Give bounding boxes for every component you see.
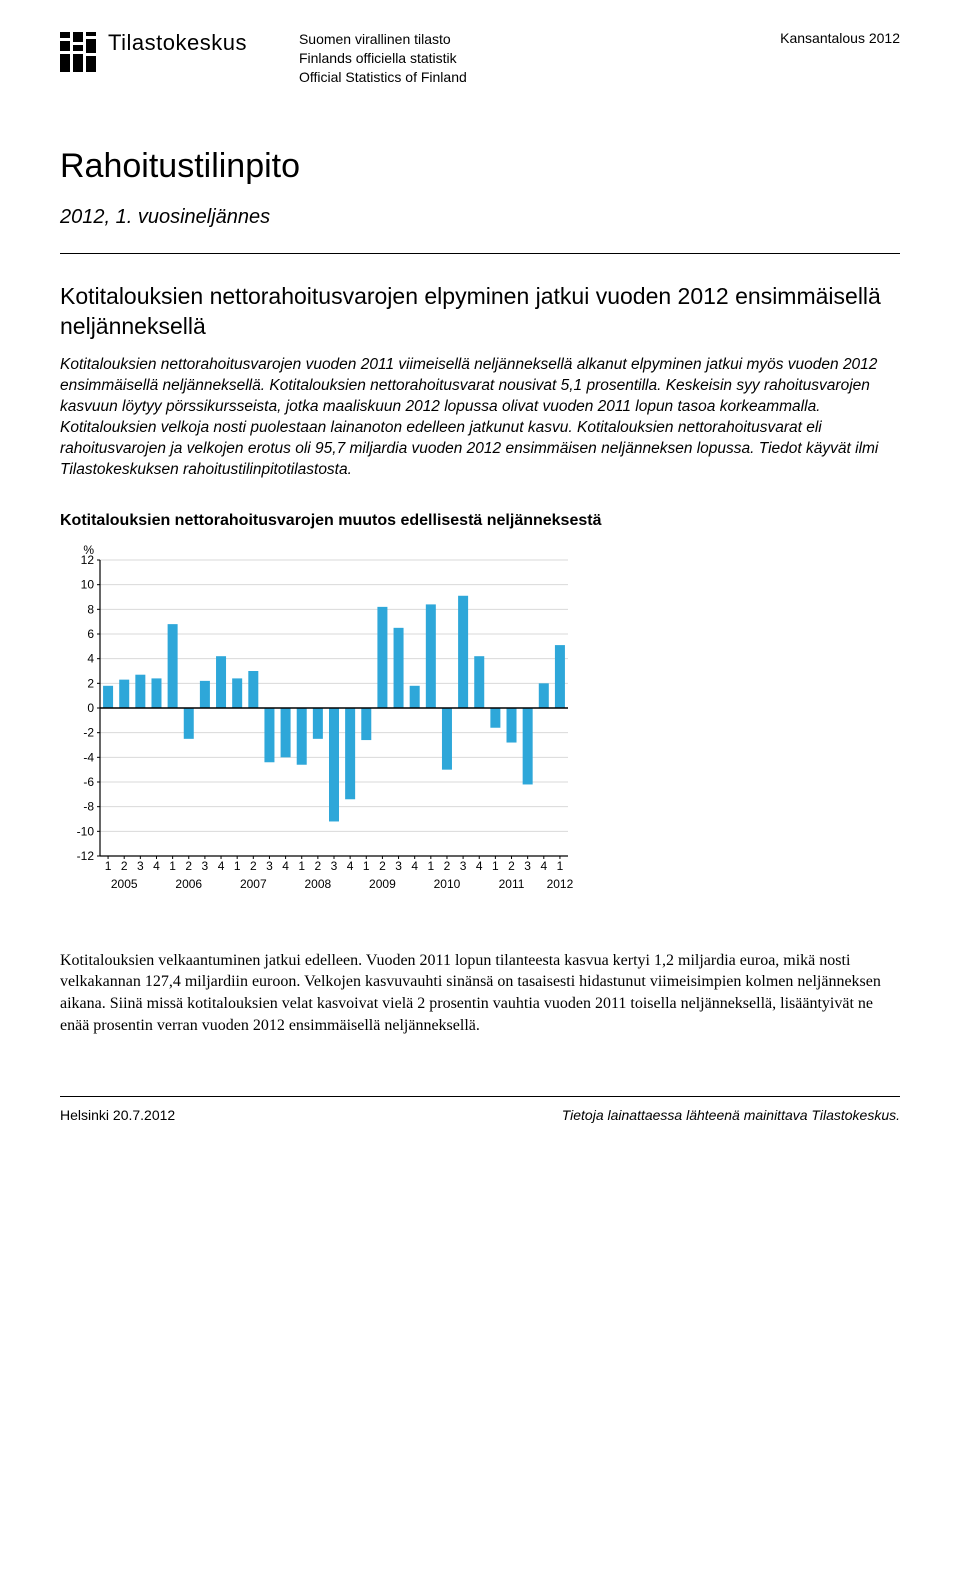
svg-text:2: 2: [508, 859, 515, 873]
svg-text:3: 3: [202, 859, 209, 873]
subtitle-line-2: Finlands officiella statistik: [299, 49, 467, 68]
svg-text:4: 4: [218, 859, 225, 873]
intro-paragraph: Kotitalouksien nettorahoitusvarojen vuod…: [60, 355, 900, 481]
svg-text:-2: -2: [83, 725, 94, 739]
svg-text:1: 1: [234, 859, 241, 873]
page-footer: Helsinki 20.7.2012 Tietoja lainattaessa …: [60, 1096, 900, 1123]
svg-text:2010: 2010: [434, 877, 461, 891]
svg-text:3: 3: [137, 859, 144, 873]
page-subtitle: 2012, 1. vuosineljännes: [60, 206, 900, 229]
chart-title: Kotitalouksien nettorahoitusvarojen muut…: [60, 511, 900, 532]
page-header: Tilastokeskus Suomen virallinen tilasto …: [60, 30, 900, 87]
svg-text:1: 1: [298, 859, 305, 873]
separator: [60, 253, 900, 254]
header-left: Tilastokeskus Suomen virallinen tilasto …: [60, 30, 467, 87]
svg-text:1: 1: [363, 859, 370, 873]
svg-text:%: %: [83, 543, 94, 557]
svg-text:8: 8: [87, 602, 94, 616]
svg-text:2: 2: [444, 859, 451, 873]
svg-text:4: 4: [87, 651, 94, 665]
footer-citation: Tietoja lainattaessa lähteenä mainittava…: [562, 1107, 900, 1123]
svg-text:3: 3: [460, 859, 467, 873]
svg-text:-6: -6: [83, 775, 94, 789]
svg-text:2: 2: [250, 859, 257, 873]
subtitle-line-1: Suomen virallinen tilasto: [299, 30, 467, 49]
svg-text:2005: 2005: [111, 877, 138, 891]
chart-svg: -12-10-8-6-4-2024681012%1234123412341234…: [60, 540, 580, 900]
bar-chart: -12-10-8-6-4-2024681012%1234123412341234…: [60, 540, 900, 900]
section-heading: Kotitalouksien nettorahoitusvarojen elpy…: [60, 282, 900, 342]
svg-text:0: 0: [87, 701, 94, 715]
svg-text:6: 6: [87, 627, 94, 641]
body-paragraph: Kotitalouksien velkaantuminen jatkui ede…: [60, 950, 900, 1036]
svg-text:10: 10: [81, 577, 95, 591]
svg-text:2011: 2011: [499, 877, 525, 891]
svg-text:-8: -8: [83, 799, 94, 813]
svg-text:2012: 2012: [547, 877, 574, 891]
svg-text:2: 2: [185, 859, 192, 873]
svg-text:4: 4: [411, 859, 418, 873]
brand-name: Tilastokeskus: [108, 30, 247, 56]
svg-text:1: 1: [105, 859, 112, 873]
footer-date: Helsinki 20.7.2012: [60, 1107, 175, 1123]
svg-text:4: 4: [476, 859, 483, 873]
svg-text:3: 3: [331, 859, 338, 873]
svg-text:4: 4: [282, 859, 289, 873]
svg-text:4: 4: [540, 859, 547, 873]
svg-text:3: 3: [266, 859, 273, 873]
svg-text:-12: -12: [77, 849, 95, 863]
svg-text:2009: 2009: [369, 877, 396, 891]
svg-text:-10: -10: [77, 824, 95, 838]
svg-text:2: 2: [315, 859, 322, 873]
svg-text:-4: -4: [83, 750, 94, 764]
svg-text:2007: 2007: [240, 877, 267, 891]
svg-text:1: 1: [557, 859, 564, 873]
svg-text:2: 2: [87, 676, 94, 690]
svg-text:4: 4: [153, 859, 160, 873]
svg-text:3: 3: [524, 859, 531, 873]
svg-text:2: 2: [379, 859, 386, 873]
brand-subtitle: Suomen virallinen tilasto Finlands offic…: [299, 30, 467, 87]
svg-text:2008: 2008: [305, 877, 332, 891]
svg-text:2: 2: [121, 859, 128, 873]
svg-text:1: 1: [169, 859, 176, 873]
svg-text:1: 1: [427, 859, 434, 873]
page-title: Rahoitustilinpito: [60, 147, 900, 186]
svg-text:4: 4: [347, 859, 354, 873]
header-topic: Kansantalous 2012: [780, 30, 900, 46]
subtitle-line-3: Official Statistics of Finland: [299, 68, 467, 87]
logo-icon: [60, 30, 96, 72]
svg-text:3: 3: [395, 859, 402, 873]
svg-text:1: 1: [492, 859, 499, 873]
svg-text:2006: 2006: [175, 877, 202, 891]
